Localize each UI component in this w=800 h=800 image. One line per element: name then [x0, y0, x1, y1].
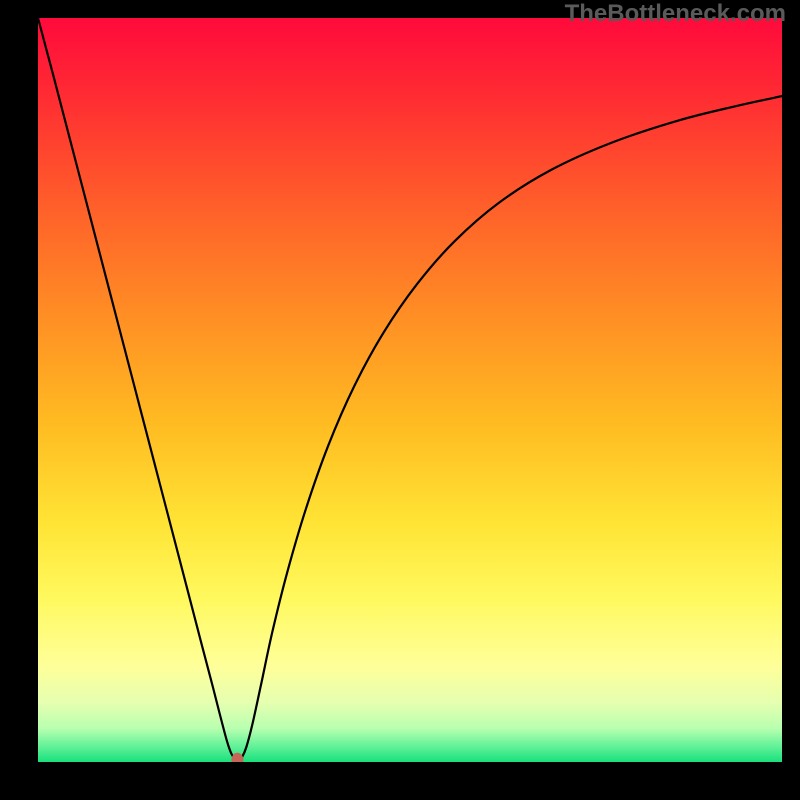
- plot-background: [38, 18, 782, 762]
- chart-canvas: TheBottleneck.com: [0, 0, 800, 800]
- bottleneck-chart: [0, 0, 800, 800]
- watermark-label: TheBottleneck.com: [565, 0, 786, 28]
